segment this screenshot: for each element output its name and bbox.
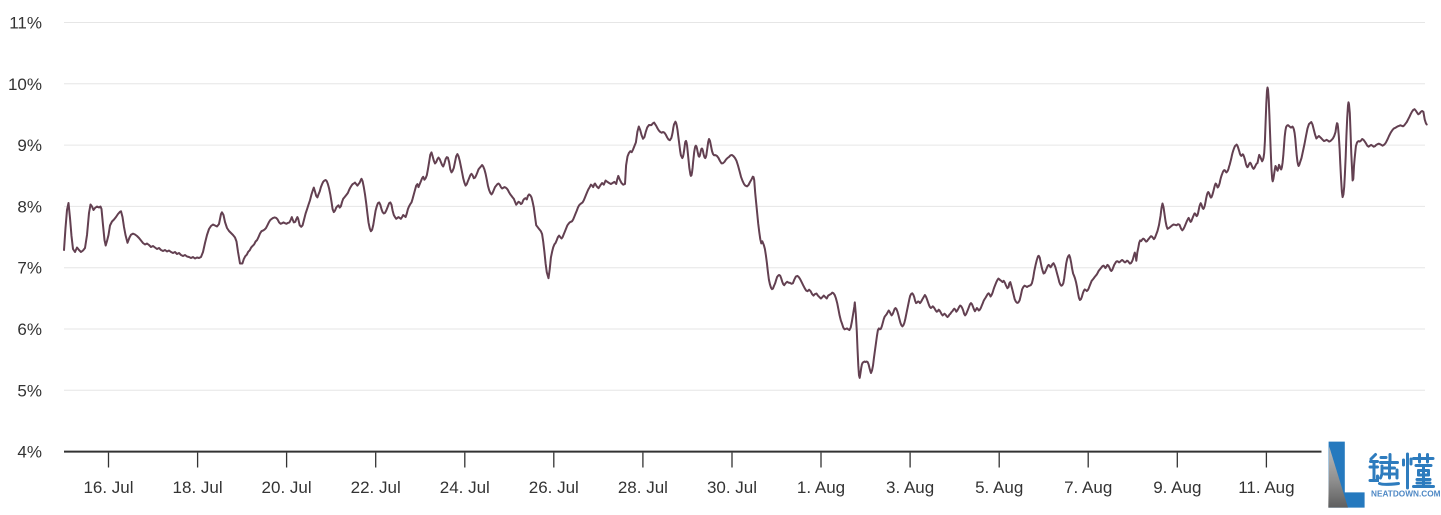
svg-text:18. Jul: 18. Jul [173,478,223,497]
svg-text:11%: 11% [9,14,42,33]
svg-text:5. Aug: 5. Aug [975,478,1023,497]
svg-text:1. Aug: 1. Aug [797,478,845,497]
svg-text:5%: 5% [17,381,42,400]
svg-text:20. Jul: 20. Jul [262,478,312,497]
svg-text:26. Jul: 26. Jul [529,478,579,497]
svg-text:11. Aug: 11. Aug [1238,478,1294,497]
svg-text:4%: 4% [17,443,42,462]
svg-text:7%: 7% [17,259,42,278]
svg-text:22. Jul: 22. Jul [351,478,401,497]
svg-text:16. Jul: 16. Jul [83,478,133,497]
svg-text:3. Aug: 3. Aug [886,478,934,497]
svg-text:9%: 9% [17,136,42,155]
svg-text:7. Aug: 7. Aug [1064,478,1112,497]
svg-text:28. Jul: 28. Jul [618,478,668,497]
svg-text:9. Aug: 9. Aug [1153,478,1201,497]
svg-text:6%: 6% [17,320,42,339]
svg-text:30. Jul: 30. Jul [707,478,757,497]
svg-text:24. Jul: 24. Jul [440,478,490,497]
svg-text:8%: 8% [17,197,42,216]
svg-text:10%: 10% [8,75,42,94]
svg-text:NEATDOWN.COM: NEATDOWN.COM [1371,490,1441,499]
